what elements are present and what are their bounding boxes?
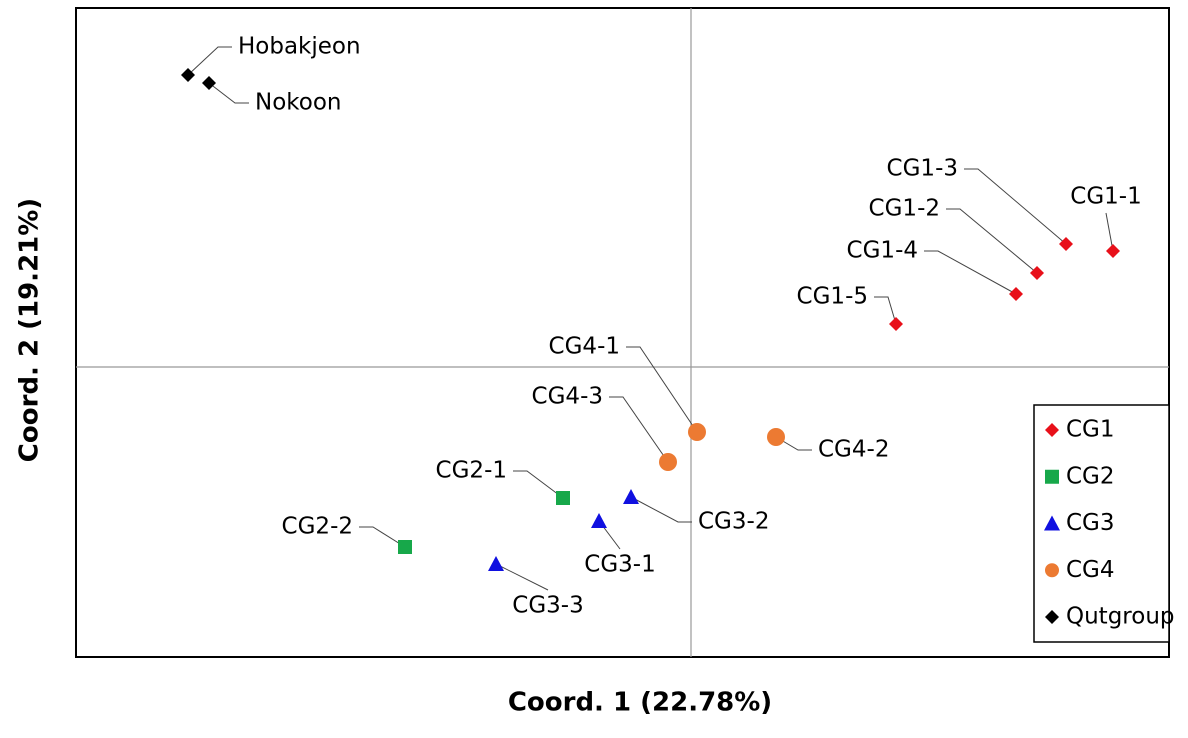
point-label: CG1-5 [797, 284, 868, 310]
y-axis-title: Coord. 2 (19.21%) [15, 198, 45, 462]
x-axis-title: Coord. 1 (22.78%) [508, 688, 772, 718]
leader-line [626, 346, 698, 433]
point-label: CG2-1 [436, 458, 507, 484]
point-label: CG3-3 [512, 593, 583, 619]
leader-line [964, 168, 1067, 245]
legend-marker [1045, 563, 1059, 578]
point [398, 540, 412, 554]
leader-line [495, 563, 549, 591]
point [1059, 237, 1073, 251]
point [889, 317, 903, 331]
legend-marker [1045, 469, 1059, 484]
point [556, 491, 570, 505]
point [488, 556, 504, 571]
leader-line [513, 470, 564, 499]
legend-label: CG4 [1066, 557, 1115, 583]
point-label: CG3-1 [584, 552, 655, 578]
point [767, 428, 785, 446]
point [659, 453, 677, 471]
point [688, 423, 706, 441]
point-label: CG1-3 [887, 156, 958, 182]
point-label: CG2-2 [282, 514, 353, 540]
leader-line [609, 396, 669, 463]
point-label: CG1-4 [847, 238, 918, 264]
point-label: Nokoon [255, 90, 342, 116]
point [1030, 266, 1044, 280]
legend-label: Qutgroup [1066, 604, 1175, 630]
legend-label: CG2 [1066, 463, 1115, 489]
leader-line [946, 208, 1038, 274]
point-label: CG4-1 [549, 334, 620, 360]
point [1106, 244, 1120, 258]
leader-line [630, 496, 692, 523]
point-label: Hobakjeon [238, 34, 361, 60]
point-label: CG4-2 [818, 437, 889, 463]
point [202, 76, 216, 90]
point [623, 489, 639, 504]
leader-line [359, 526, 406, 548]
legend-label: CG1 [1066, 417, 1115, 443]
legend-marker [1044, 515, 1060, 531]
point-label: CG3-2 [698, 509, 769, 535]
point-label: CG4-3 [532, 384, 603, 410]
legend-marker [1045, 610, 1059, 624]
point [1009, 287, 1023, 301]
legend-marker [1045, 423, 1059, 437]
leader-line [924, 250, 1017, 295]
leader-line [1105, 212, 1114, 252]
point-label: CG1-2 [869, 196, 940, 222]
point [181, 68, 195, 82]
legend-box [1033, 404, 1170, 643]
legend-label: CG3 [1066, 510, 1115, 536]
leader-line [187, 46, 232, 76]
point-label: CG1-1 [1070, 184, 1141, 210]
plot-frame [75, 7, 1170, 658]
leader-line [874, 296, 897, 325]
point [591, 513, 607, 528]
leader-line [208, 82, 249, 104]
